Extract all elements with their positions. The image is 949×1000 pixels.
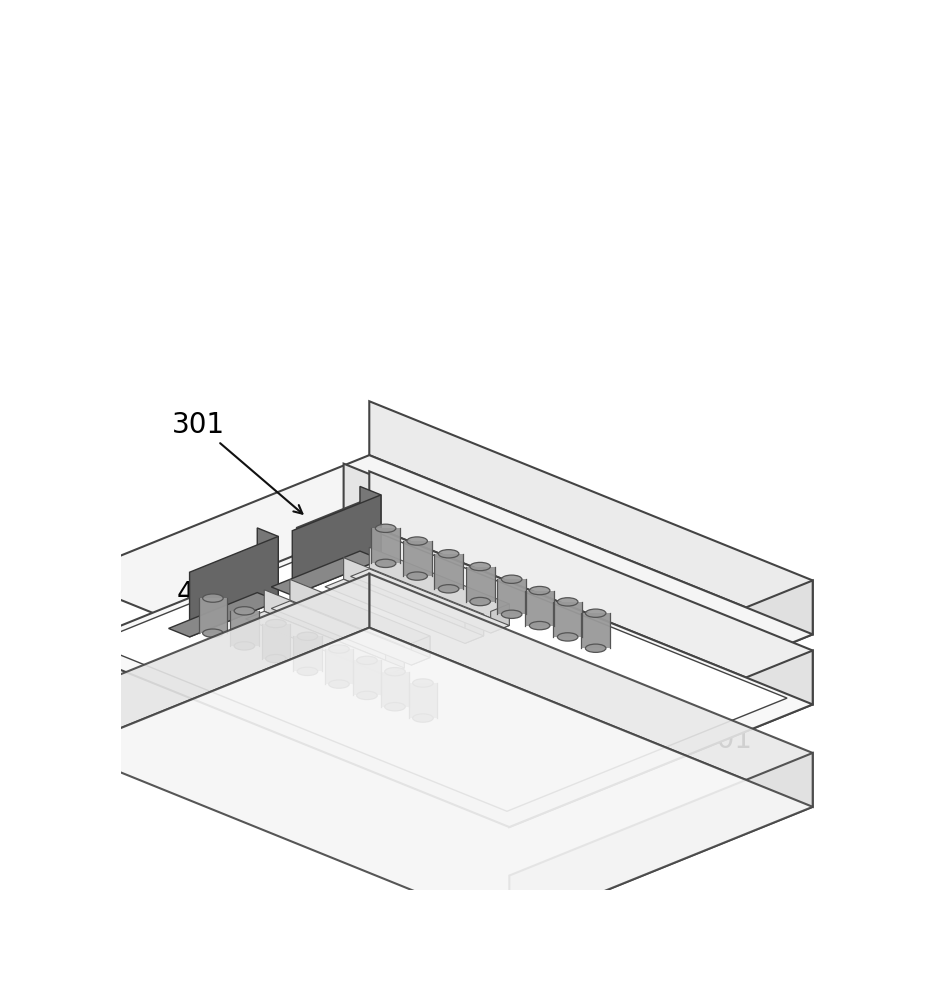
Polygon shape <box>510 651 812 827</box>
Polygon shape <box>435 554 463 589</box>
Ellipse shape <box>438 585 459 593</box>
Polygon shape <box>325 649 353 684</box>
Polygon shape <box>369 401 812 634</box>
Polygon shape <box>582 613 610 648</box>
Ellipse shape <box>203 629 223 637</box>
Polygon shape <box>246 611 404 675</box>
Ellipse shape <box>413 714 434 722</box>
Polygon shape <box>465 614 484 643</box>
Polygon shape <box>371 528 400 563</box>
Polygon shape <box>292 495 381 595</box>
Polygon shape <box>553 602 582 637</box>
Polygon shape <box>65 574 369 750</box>
Polygon shape <box>271 551 381 595</box>
Ellipse shape <box>413 679 434 687</box>
Ellipse shape <box>376 524 396 532</box>
Ellipse shape <box>266 619 287 628</box>
Ellipse shape <box>530 621 549 630</box>
Ellipse shape <box>234 642 254 650</box>
Polygon shape <box>344 558 484 636</box>
Polygon shape <box>385 646 404 675</box>
Ellipse shape <box>234 607 254 615</box>
Polygon shape <box>411 636 430 665</box>
Ellipse shape <box>328 645 349 653</box>
Polygon shape <box>293 636 322 671</box>
Ellipse shape <box>266 654 287 663</box>
Polygon shape <box>526 591 554 626</box>
Ellipse shape <box>586 644 606 652</box>
Polygon shape <box>262 624 290 659</box>
Polygon shape <box>466 567 494 602</box>
Ellipse shape <box>438 550 459 558</box>
Polygon shape <box>491 604 510 633</box>
Polygon shape <box>409 683 437 718</box>
Ellipse shape <box>407 572 427 580</box>
Ellipse shape <box>470 562 491 571</box>
Polygon shape <box>510 753 812 929</box>
Text: 401: 401 <box>177 571 321 608</box>
Polygon shape <box>510 580 812 757</box>
Ellipse shape <box>297 632 318 640</box>
Polygon shape <box>257 528 278 601</box>
Polygon shape <box>369 547 510 625</box>
Text: 701: 701 <box>607 726 753 754</box>
Polygon shape <box>91 530 787 811</box>
Ellipse shape <box>376 559 396 567</box>
Polygon shape <box>497 579 526 614</box>
Polygon shape <box>290 579 430 658</box>
Polygon shape <box>381 672 409 707</box>
Ellipse shape <box>384 668 405 676</box>
Ellipse shape <box>586 609 606 617</box>
Polygon shape <box>198 598 228 633</box>
Ellipse shape <box>501 610 522 618</box>
Ellipse shape <box>384 703 405 711</box>
Ellipse shape <box>407 537 427 545</box>
Text: 201: 201 <box>467 636 567 708</box>
Polygon shape <box>402 541 432 576</box>
Ellipse shape <box>357 691 377 700</box>
Ellipse shape <box>557 598 578 606</box>
Polygon shape <box>241 561 400 625</box>
Ellipse shape <box>328 680 349 688</box>
Ellipse shape <box>501 575 522 583</box>
Ellipse shape <box>530 586 549 595</box>
Polygon shape <box>65 525 812 827</box>
Polygon shape <box>297 486 400 625</box>
Polygon shape <box>360 486 381 560</box>
Ellipse shape <box>357 656 377 665</box>
Polygon shape <box>369 574 812 807</box>
Polygon shape <box>344 464 400 583</box>
Ellipse shape <box>203 594 223 602</box>
Polygon shape <box>65 455 812 757</box>
Polygon shape <box>230 611 259 646</box>
Polygon shape <box>369 471 812 704</box>
Polygon shape <box>271 601 430 665</box>
Polygon shape <box>350 569 510 633</box>
Polygon shape <box>169 593 278 637</box>
Polygon shape <box>190 536 278 637</box>
Polygon shape <box>353 660 381 695</box>
Polygon shape <box>325 579 484 643</box>
Ellipse shape <box>557 633 578 641</box>
Ellipse shape <box>470 597 491 606</box>
Ellipse shape <box>297 667 318 675</box>
Polygon shape <box>65 628 812 929</box>
Text: 301: 301 <box>172 411 303 514</box>
Polygon shape <box>264 590 404 668</box>
